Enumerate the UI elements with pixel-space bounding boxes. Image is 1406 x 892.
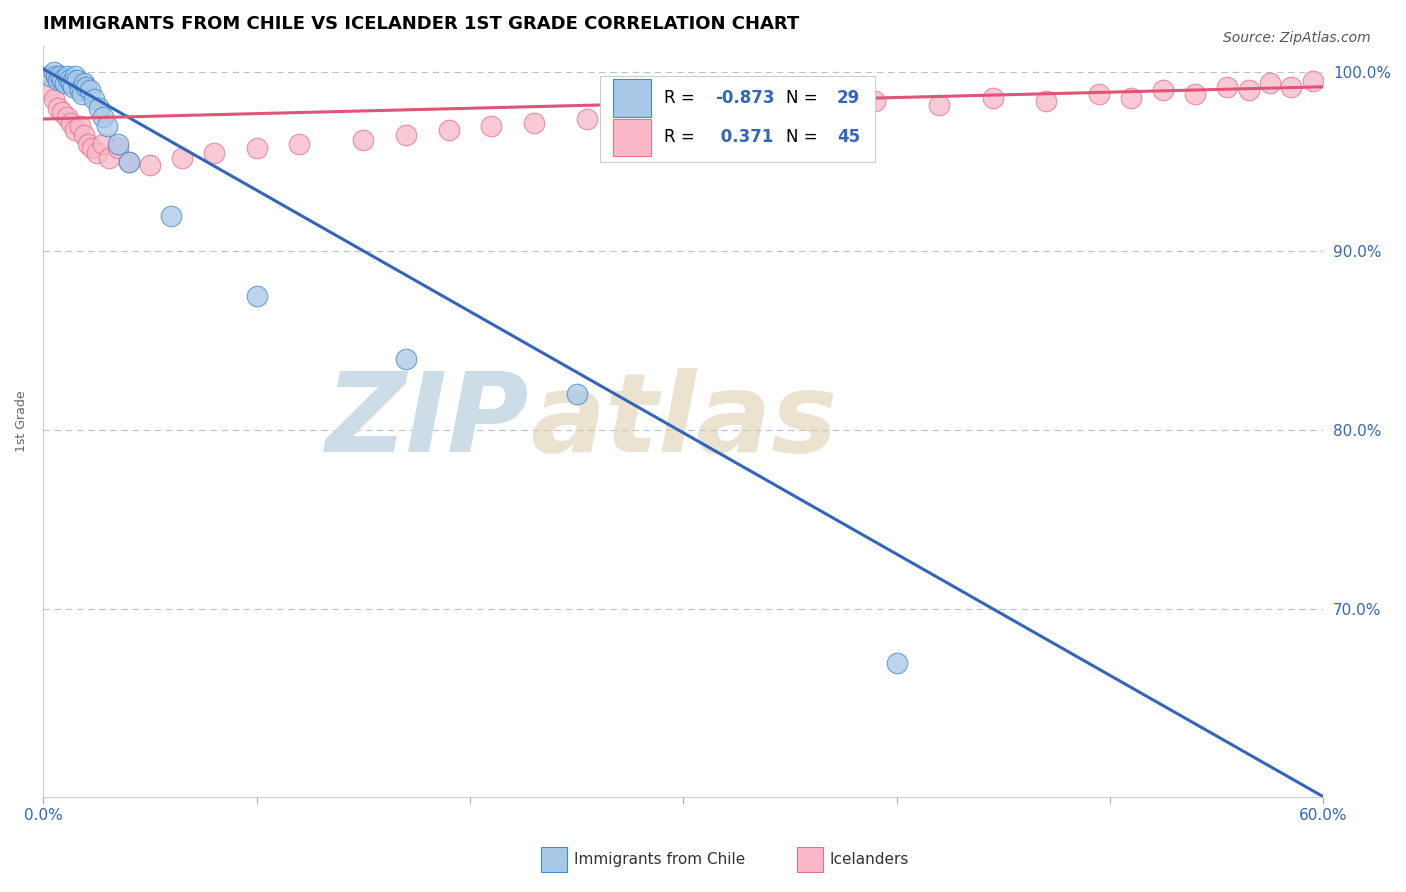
Point <box>352 133 374 147</box>
Point <box>60 115 83 129</box>
Point <box>51 72 73 87</box>
Point <box>107 136 129 151</box>
Point <box>45 69 67 83</box>
Point <box>38 69 60 83</box>
Point <box>523 115 546 129</box>
Point <box>69 119 91 133</box>
Point <box>714 101 737 115</box>
Point <box>86 145 108 160</box>
Point <box>565 387 588 401</box>
Point <box>91 136 114 151</box>
FancyBboxPatch shape <box>613 119 651 156</box>
Point <box>60 76 83 90</box>
Text: 0.371: 0.371 <box>716 128 773 146</box>
Point <box>981 90 1004 104</box>
Y-axis label: 1st Grade: 1st Grade <box>15 391 28 452</box>
Text: atlas: atlas <box>530 368 837 475</box>
Text: 29: 29 <box>837 89 860 107</box>
Text: ZIP: ZIP <box>326 368 530 475</box>
Point <box>73 76 96 90</box>
Point <box>62 79 84 94</box>
Point <box>42 92 65 106</box>
Text: N =: N = <box>786 89 823 107</box>
Point <box>246 140 269 154</box>
Point <box>1184 87 1206 101</box>
Point <box>202 145 225 160</box>
Text: N =: N = <box>786 128 823 146</box>
Point <box>479 119 502 133</box>
Point <box>1279 79 1302 94</box>
Point <box>865 94 887 108</box>
Point <box>170 151 193 165</box>
Text: IMMIGRANTS FROM CHILE VS ICELANDER 1ST GRADE CORRELATION CHART: IMMIGRANTS FROM CHILE VS ICELANDER 1ST G… <box>44 15 800 33</box>
Point <box>96 119 118 133</box>
Point <box>886 656 908 670</box>
Point <box>246 289 269 303</box>
Point <box>46 72 69 87</box>
Point <box>928 97 950 112</box>
Point <box>82 140 104 154</box>
Point <box>800 97 823 112</box>
Text: R =: R = <box>664 89 700 107</box>
Point <box>758 104 780 119</box>
Point <box>288 136 311 151</box>
FancyBboxPatch shape <box>600 76 876 162</box>
Point <box>55 69 77 83</box>
Point <box>53 76 76 90</box>
Point <box>51 104 73 119</box>
Point <box>42 65 65 79</box>
Point <box>630 110 652 124</box>
Point <box>65 69 87 83</box>
Point <box>83 92 105 106</box>
Point <box>70 87 93 101</box>
Point <box>55 110 77 124</box>
Point <box>73 128 96 142</box>
Point <box>69 83 91 97</box>
Point <box>1216 79 1239 94</box>
Point <box>1258 76 1281 90</box>
Point <box>66 72 89 87</box>
Point <box>1152 83 1174 97</box>
Point <box>65 122 87 136</box>
Text: 45: 45 <box>837 128 860 146</box>
Point <box>395 128 418 142</box>
Point <box>117 154 139 169</box>
Point <box>38 83 60 97</box>
Point <box>139 159 162 173</box>
Point <box>160 209 183 223</box>
Point <box>87 101 110 115</box>
Text: Source: ZipAtlas.com: Source: ZipAtlas.com <box>1223 31 1371 45</box>
Text: Icelanders: Icelanders <box>830 853 908 867</box>
Text: R =: R = <box>664 128 700 146</box>
Point <box>49 69 72 83</box>
FancyBboxPatch shape <box>613 79 651 117</box>
Point <box>58 72 80 87</box>
Point <box>576 112 599 126</box>
Point <box>1035 94 1057 108</box>
Point <box>1302 74 1324 88</box>
Point <box>1237 83 1260 97</box>
Point <box>437 122 460 136</box>
Point <box>395 351 418 366</box>
Point <box>46 101 69 115</box>
Point <box>79 83 101 97</box>
Text: Immigrants from Chile: Immigrants from Chile <box>574 853 745 867</box>
Point <box>672 104 695 119</box>
Point <box>117 154 139 169</box>
Point <box>107 140 129 154</box>
Point <box>77 136 100 151</box>
Point <box>98 151 121 165</box>
Point <box>1088 87 1111 101</box>
Point <box>75 79 97 94</box>
Text: -0.873: -0.873 <box>716 89 775 107</box>
Point <box>91 110 114 124</box>
Point <box>1121 90 1143 104</box>
